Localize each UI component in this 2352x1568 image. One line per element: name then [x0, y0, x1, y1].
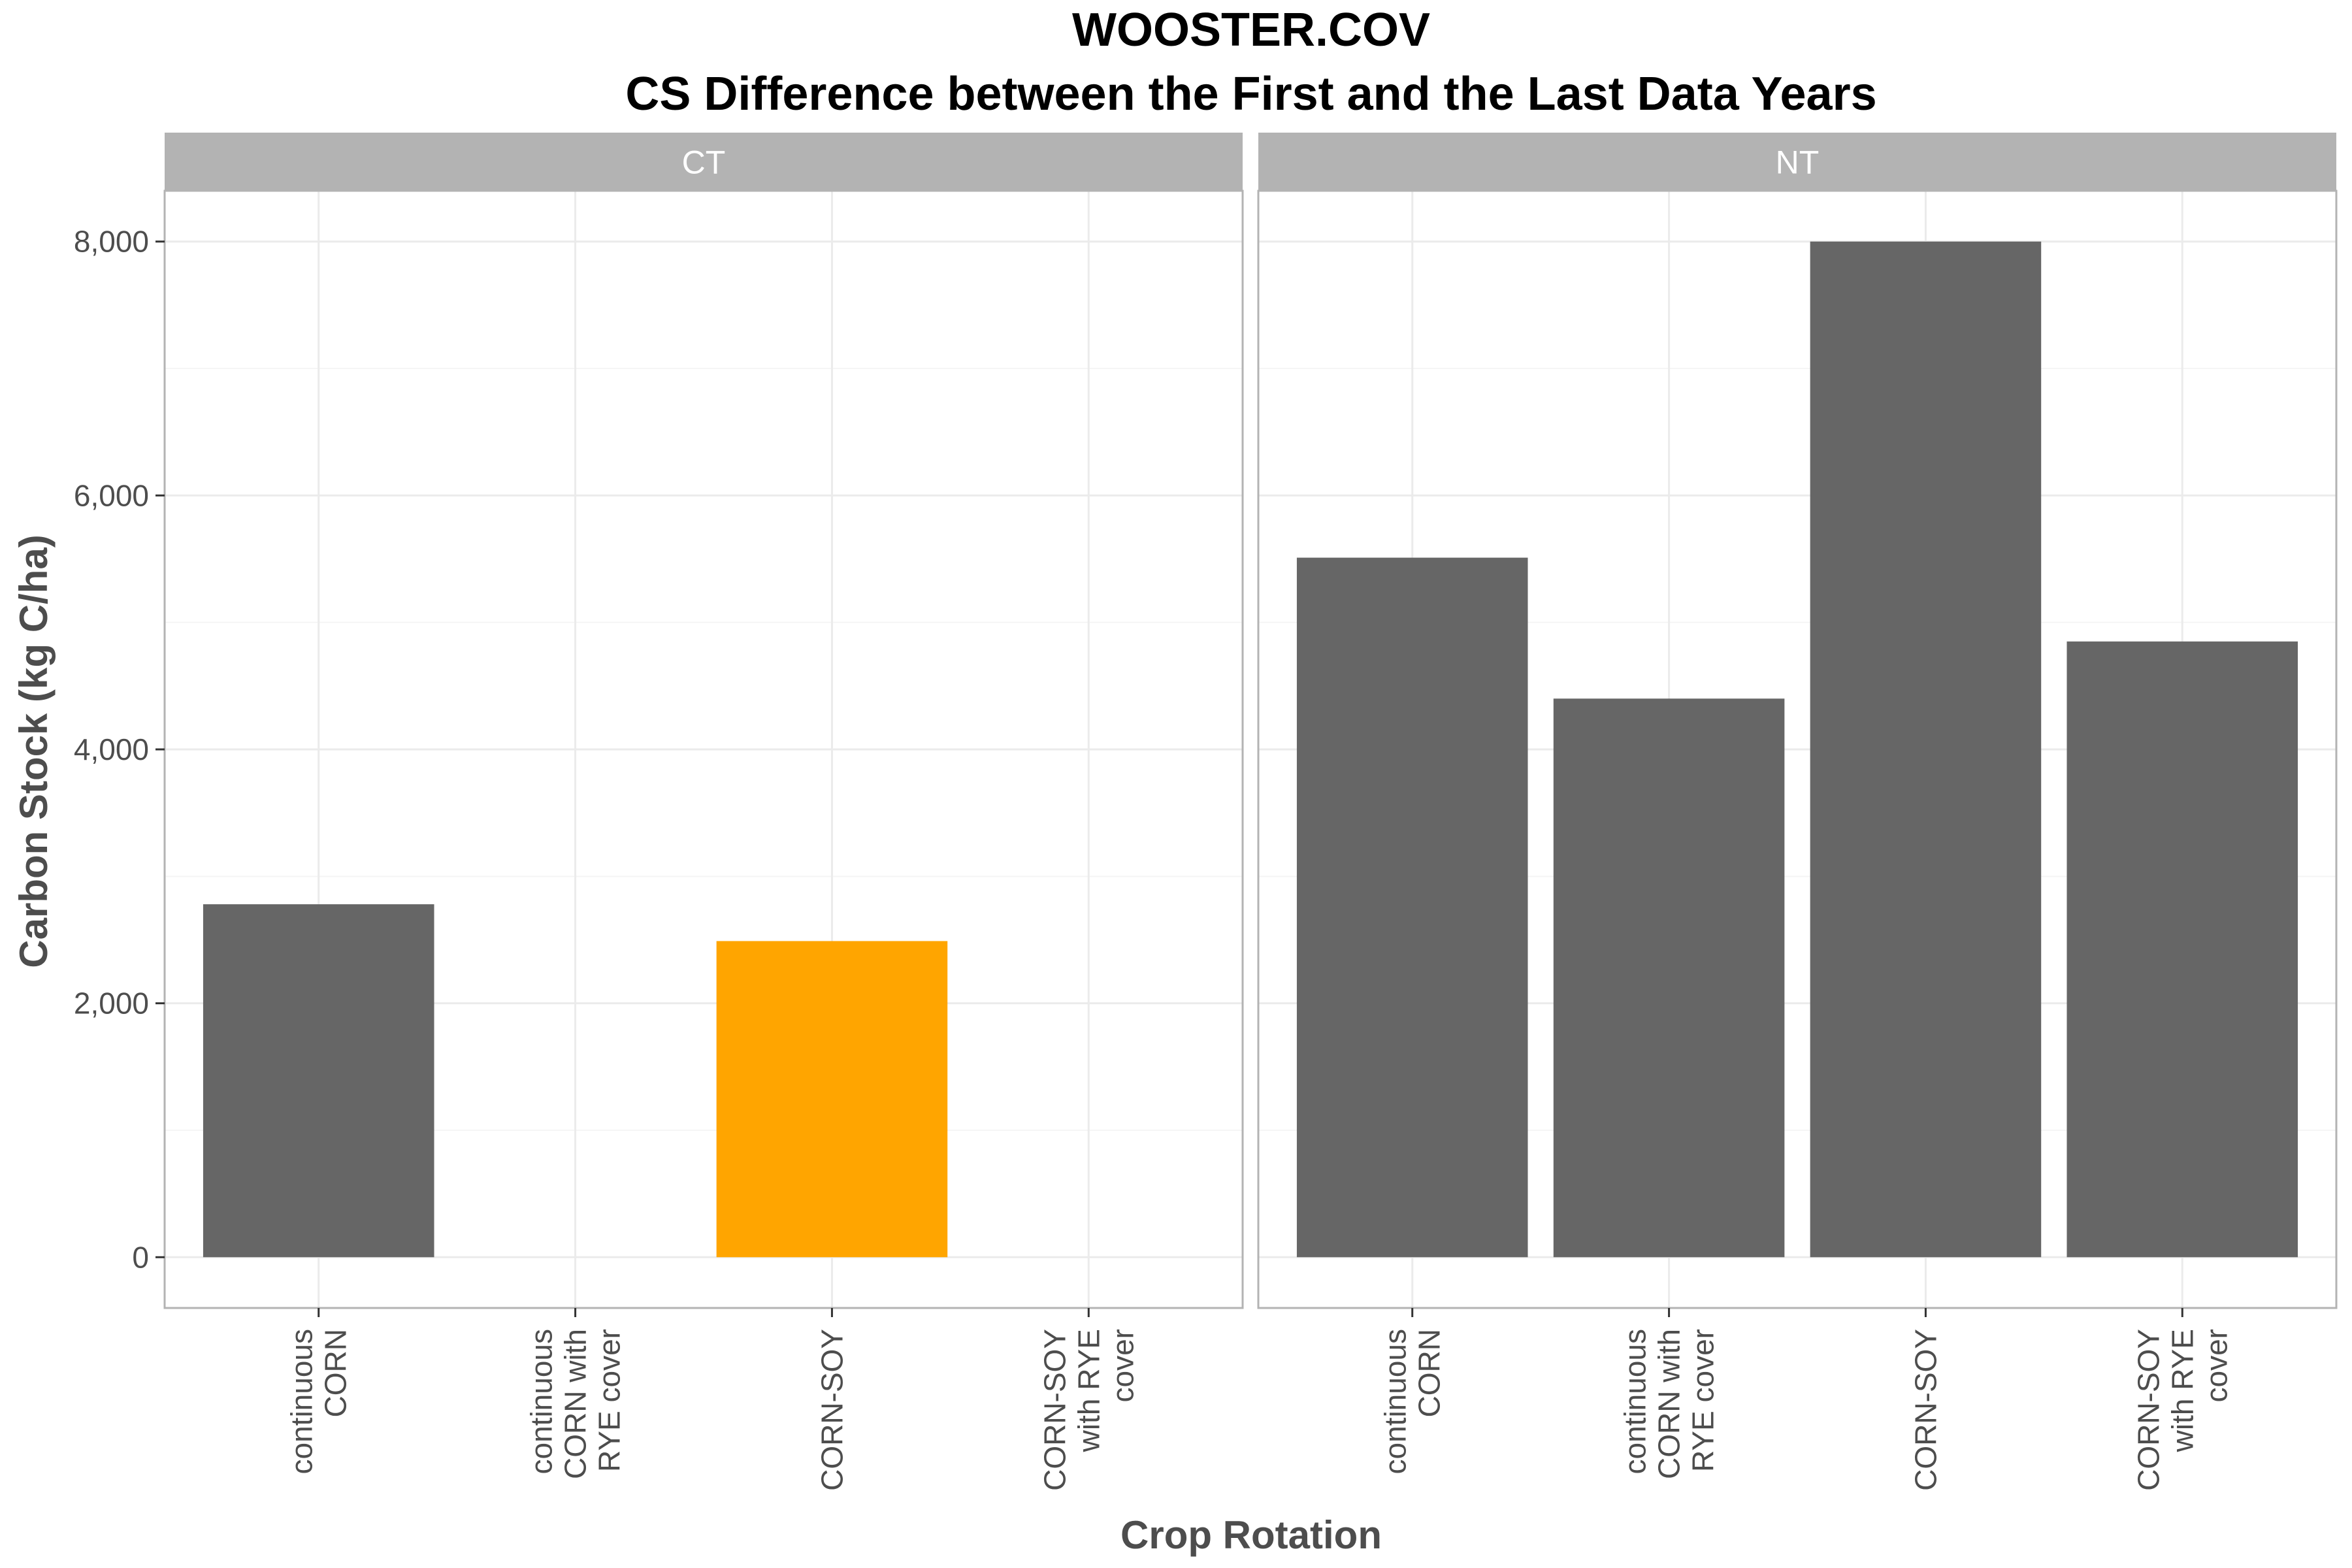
y-tick-label: 4,000 — [74, 732, 149, 766]
bar-nt-4 — [2066, 641, 2298, 1258]
y-axis-title: Carbon Stock (kg C/ha) — [12, 534, 56, 968]
x-axis-title: Crop Rotation — [1120, 1513, 1382, 1557]
facet-strip — [165, 133, 1243, 191]
x-tick-label: continuousCORN — [285, 1329, 353, 1475]
y-tick-label: 2,000 — [74, 987, 149, 1021]
x-tick-label-line: continuous — [285, 1329, 319, 1475]
x-tick-label: CORN-SOY — [815, 1329, 849, 1491]
bar-ct-3 — [716, 941, 948, 1258]
x-tick-label: CORN-SOY — [1908, 1329, 1942, 1491]
x-tick-label: CORN-SOYwith RYEcover — [2131, 1329, 2233, 1491]
x-tick-label-line: CORN — [319, 1329, 353, 1417]
x-tick-label-line: CORN — [1413, 1329, 1446, 1417]
y-tick-label: 8,000 — [74, 225, 149, 259]
x-tick-label-line: continuous — [1618, 1329, 1652, 1475]
chart-title: WOOSTER.COV — [1072, 4, 1430, 56]
facet-strip-label: NT — [1776, 144, 1820, 181]
x-tick-label: continuousCORN — [1379, 1329, 1446, 1475]
x-tick-label: CORN-SOYwith RYEcover — [1037, 1329, 1139, 1491]
x-tick-label-line: with RYE — [1071, 1329, 1105, 1452]
x-tick-label-line: CORN-SOY — [815, 1329, 849, 1491]
x-tick-label-line: with RYE — [2165, 1329, 2199, 1452]
x-tick-label: continuousCORN withRYE cover — [1618, 1329, 1720, 1479]
y-tick-label: 6,000 — [74, 478, 149, 512]
bar-nt-1 — [1296, 557, 1528, 1258]
bar-nt-2 — [1553, 698, 1785, 1258]
x-tick-label-line: RYE cover — [1686, 1329, 1720, 1472]
x-tick-label: continuousCORN withRYE cover — [525, 1329, 627, 1479]
x-tick-label-line: CORN with — [1652, 1329, 1686, 1479]
facet-strip — [1258, 133, 2336, 191]
bar-nt-3 — [1810, 241, 2042, 1258]
bar-ct-1 — [203, 904, 434, 1258]
panel-border — [1257, 189, 2338, 1309]
x-tick-label-line: continuous — [1379, 1329, 1413, 1475]
chart-subtitle: CS Difference between the First and the … — [625, 68, 1876, 120]
facet-strip-label: CT — [682, 144, 726, 181]
x-tick-label-line: CORN-SOY — [1037, 1329, 1071, 1491]
x-tick-label-line: CORN-SOY — [1908, 1329, 1942, 1491]
x-tick-label-line: RYE cover — [593, 1329, 627, 1472]
x-tick-label-line: continuous — [525, 1329, 559, 1475]
x-tick-label-line: CORN with — [559, 1329, 593, 1479]
y-tick-label: 0 — [132, 1240, 149, 1274]
x-tick-label-line: cover — [2199, 1329, 2233, 1402]
x-tick-label-line: CORN-SOY — [2131, 1329, 2165, 1491]
x-tick-label-line: cover — [1105, 1329, 1139, 1402]
